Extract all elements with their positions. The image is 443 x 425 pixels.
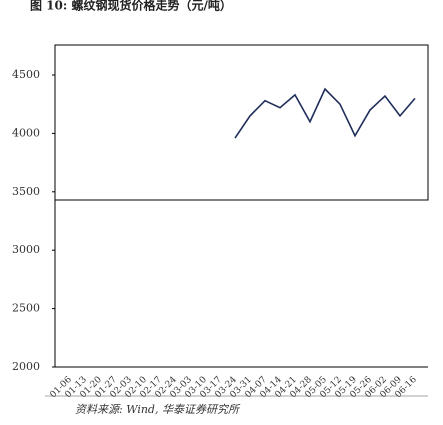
y-tick-label: 3500 bbox=[12, 185, 40, 198]
line-series bbox=[234, 87, 416, 139]
y-tick-label: 3000 bbox=[12, 243, 40, 256]
source-note: 资料来源: Wind, 华泰证券研究所 bbox=[75, 403, 241, 416]
y-tick-label: 2500 bbox=[12, 302, 40, 315]
chart-title: 图 10: 螺纹钢现货价格走势（元/吨） bbox=[30, 0, 232, 13]
y-tick-label: 4000 bbox=[12, 126, 40, 139]
plot-frame bbox=[54, 44, 429, 201]
y-tick-label: 4500 bbox=[12, 68, 40, 81]
y-tick-label: 2000 bbox=[12, 360, 40, 373]
